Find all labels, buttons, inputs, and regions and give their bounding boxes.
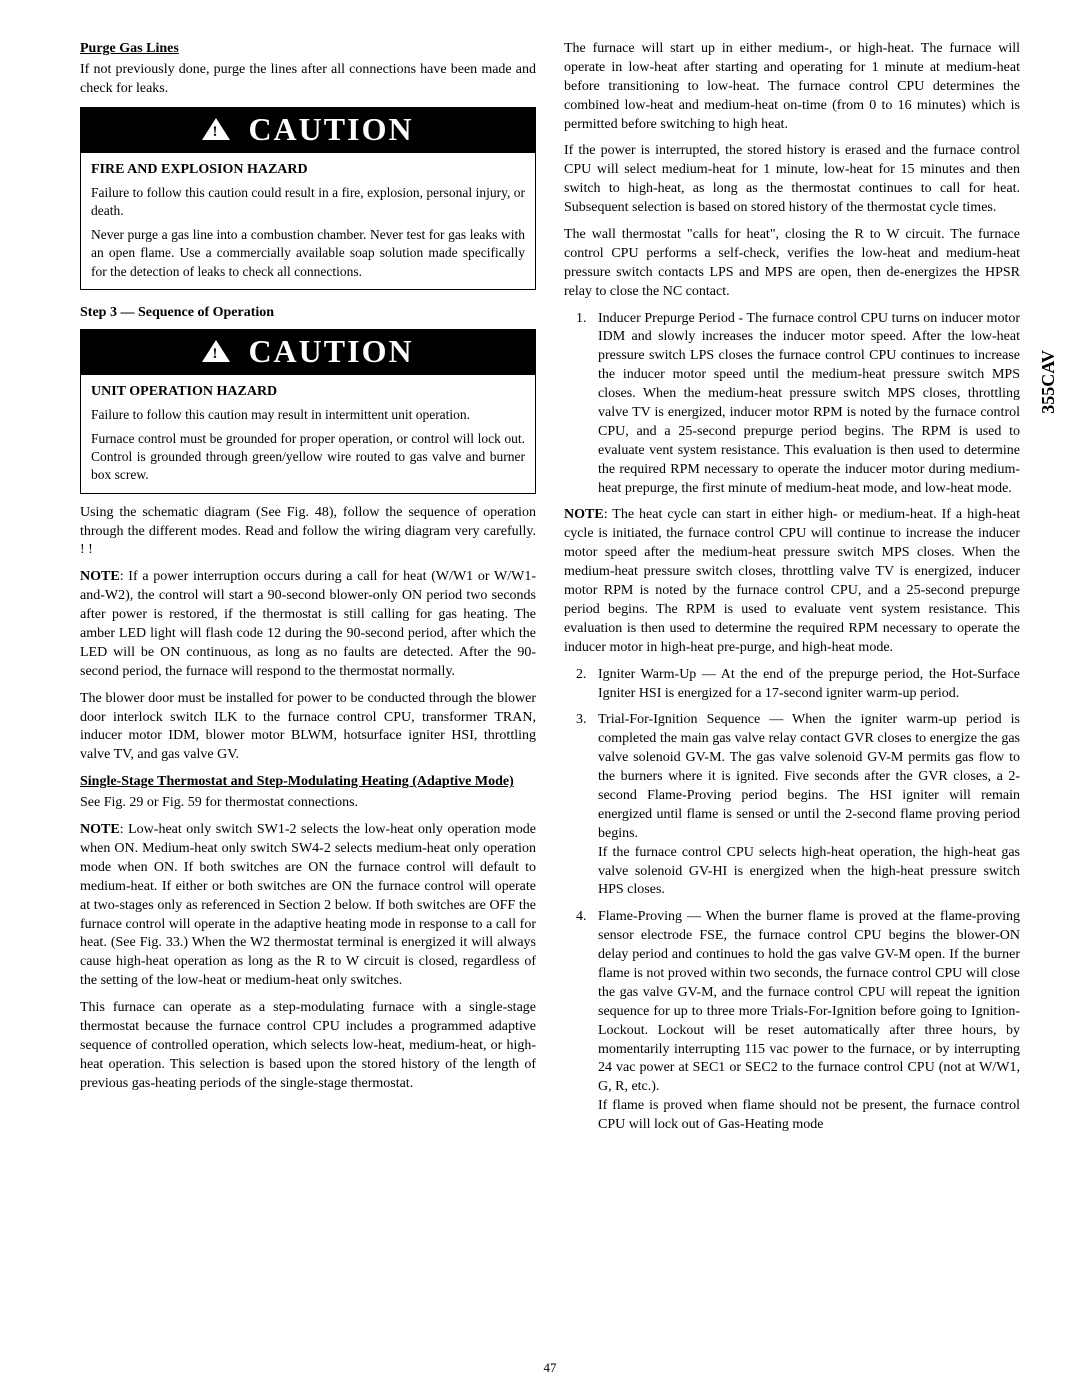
caution-body: UNIT OPERATION HAZARD Failure to follow … [81,375,535,493]
note-text: NOTE: If a power interruption occurs dur… [80,568,536,681]
hazard-heading: FIRE AND EXPLOSION HAZARD [91,161,525,180]
note-lead: NOTE [80,822,120,837]
warning-icon [202,118,230,140]
body-text: If the power is interrupted, the stored … [564,142,1020,218]
note-lead: NOTE [564,507,604,522]
list-item: 3.Trial-For-Ignition Sequence — When the… [598,711,1020,900]
body-text: This furnace can operate as a step-modul… [80,999,536,1093]
page-number: 47 [80,1359,1020,1377]
caution-text: Failure to follow this caution may resul… [91,406,525,424]
body-text: The wall thermostat "calls for heat", cl… [564,226,1020,302]
subsection-heading: Single-Stage Thermostat and Step-Modulat… [80,773,536,792]
step3-heading: Step 3 — Sequence of Operation [80,304,536,323]
purge-text: If not previously done, purge the lines … [80,61,536,99]
note-text: NOTE: The heat cycle can start in either… [564,506,1020,657]
caution-bar: CAUTION [81,330,535,375]
body-text: The blower door must be installed for po… [80,690,536,766]
note-body: : If a power interruption occurs during … [80,569,536,678]
caution-title: CAUTION [248,108,413,151]
list-item: 1.Inducer Prepurge Period - The furnace … [598,310,1020,499]
columns: Purge Gas Lines If not previously done, … [80,40,1020,1351]
caution-text: Never purge a gas line into a combustion… [91,226,525,281]
note-text: NOTE: Low-heat only switch SW1-2 selects… [80,821,536,991]
body-text: The furnace will start up in either medi… [564,40,1020,134]
sequence-list: 2. Igniter Warm-Up — At the end of the pr… [564,666,1020,1135]
caution-body: FIRE AND EXPLOSION HAZARD Failure to fol… [81,153,535,289]
caution-box-2: CAUTION UNIT OPERATION HAZARD Failure to… [80,329,536,494]
body-text: Using the schematic diagram (See Fig. 48… [80,504,536,561]
caution-text: Failure to follow this caution could res… [91,184,525,220]
item-subtext: If flame is proved when flame should not… [598,1097,1020,1135]
warning-icon [202,340,230,362]
side-tab: 355CAV [1036,350,1060,414]
right-column: The furnace will start up in either medi… [564,40,1020,1351]
list-item: 2.Igniter Warm-Up — At the end of the pr… [598,666,1020,704]
item-text: Igniter Warm-Up — At the end of the prep… [598,667,1020,701]
item-number: 4. [576,908,587,927]
hazard-heading: UNIT OPERATION HAZARD [91,383,525,402]
purge-heading: Purge Gas Lines [80,40,536,59]
item-subtext: If the furnace control CPU selects high-… [598,844,1020,901]
page: 355CAV Purge Gas Lines If not previously… [0,0,1080,1397]
note-body: : The heat cycle can start in either hig… [564,507,1020,654]
caution-text: Furnace control must be grounded for pro… [91,430,525,485]
note-lead: NOTE [80,569,120,584]
item-number: 2. [576,666,587,685]
left-column: Purge Gas Lines If not previously done, … [80,40,536,1351]
item-number: 3. [576,711,587,730]
caution-bar: CAUTION [81,108,535,153]
caution-title: CAUTION [248,330,413,373]
list-item: 4.Flame-Proving — When the burner flame … [598,908,1020,1135]
item-text: Inducer Prepurge Period - The furnace co… [598,311,1020,496]
caution-box-1: CAUTION FIRE AND EXPLOSION HAZARD Failur… [80,107,536,290]
item-number: 1. [576,310,587,329]
item-text: Trial-For-Ignition Sequence — When the i… [598,712,1020,840]
note-body: : Low-heat only switch SW1-2 selects the… [80,822,536,988]
item-text: Flame-Proving — When the burner flame is… [598,909,1020,1094]
sequence-list: 1. Inducer Prepurge Period - The furnace … [564,310,1020,499]
body-text: See Fig. 29 or Fig. 59 for thermostat co… [80,794,536,813]
